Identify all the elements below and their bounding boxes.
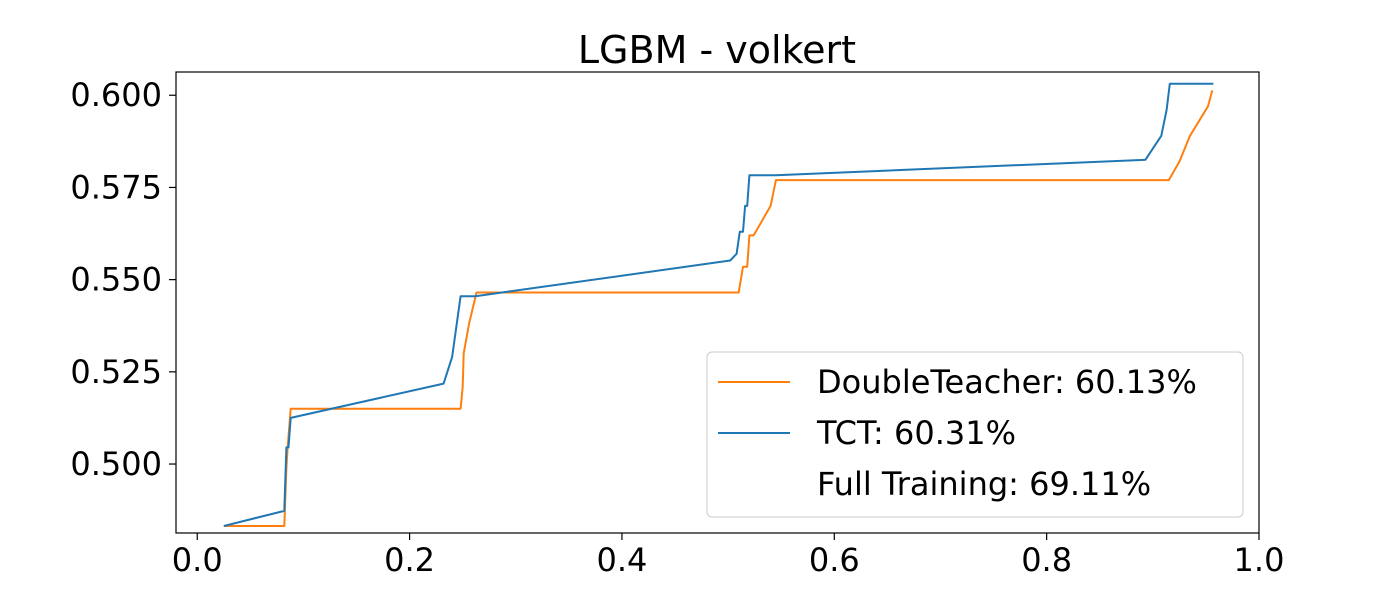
- y-tick-label: 0.550: [70, 261, 162, 299]
- plot-lines: [223, 82, 1214, 527]
- x-tick-label: 0.0: [172, 541, 223, 579]
- x-tick-label: 0.6: [809, 541, 860, 579]
- x-tick-label: 1.0: [1234, 541, 1285, 579]
- legend-label: DoubleTeacher: 60.13%: [817, 363, 1197, 401]
- chart-title: LGBM - volkert: [578, 28, 856, 72]
- y-tick-label: 0.600: [70, 76, 162, 114]
- plot-frame: [175, 71, 1260, 534]
- legend-box: [706, 351, 1244, 518]
- legend: DoubleTeacher: 60.13% TCT: 60.31% Full Tra…: [706, 351, 1244, 518]
- y-tick-label: 0.575: [70, 168, 162, 206]
- x-tick-label: 0.8: [1021, 541, 1072, 579]
- x-axis: 0.0 0.2 0.4 0.6 0.8 1.0: [172, 533, 1285, 579]
- y-axis: 0.500 0.525 0.550 0.575 0.600: [70, 76, 176, 483]
- y-tick-label: 0.525: [70, 353, 162, 391]
- legend-label: Full Training: 69.11%: [817, 465, 1151, 503]
- x-tick-label: 0.4: [596, 541, 647, 579]
- legend-label: TCT: 60.31%: [816, 414, 1016, 452]
- y-tick-label: 0.500: [70, 445, 162, 483]
- series-line: [223, 82, 1214, 527]
- x-tick-label: 0.2: [384, 541, 435, 579]
